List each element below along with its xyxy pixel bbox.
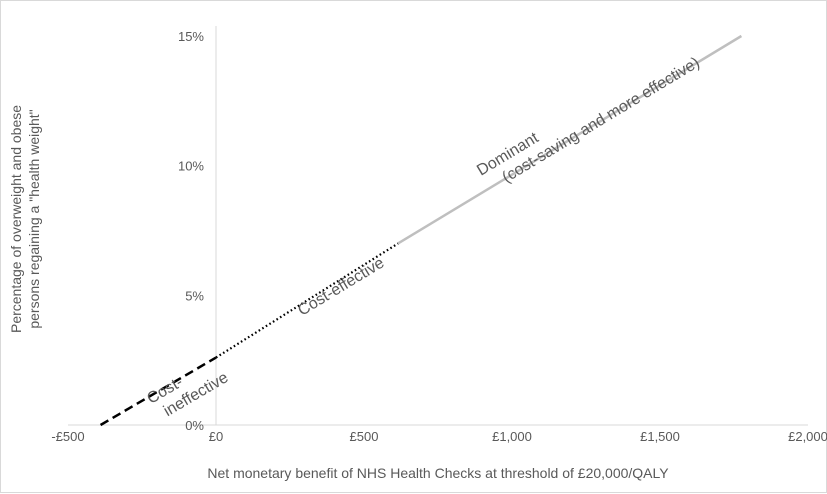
x-axis-title: Net monetary benefit of NHS Health Check… (207, 465, 669, 481)
y-tick-label: 0% (185, 418, 204, 433)
x-tick-label: £1,500 (640, 429, 680, 444)
annotation-label: Cost-effective (295, 254, 387, 319)
x-tick-label: £1,000 (492, 429, 532, 444)
annotation-label: Dominant(cost-saving and more effective) (474, 38, 703, 196)
y-tick-label: 10% (178, 159, 204, 174)
series-line-dashed (99, 356, 217, 427)
annotation-line: (cost-saving and more effective) (499, 54, 702, 186)
y-axis-title-line: Percentage of overweight and obese (8, 105, 24, 333)
series-line-solid (397, 34, 743, 245)
y-tick-label: 15% (178, 29, 204, 44)
annotation-line: Cost-effective (295, 254, 387, 319)
y-tick-label: 5% (185, 288, 204, 303)
y-axis-title: Percentage of overweight and obese person… (8, 105, 42, 333)
x-tick-label: £2,000 (788, 429, 827, 444)
x-tick-label: -£500 (51, 429, 84, 444)
x-tick-label: £0 (209, 429, 223, 444)
annotation-label: Cost-ineffective (144, 353, 231, 424)
x-tick-label: £500 (350, 429, 379, 444)
y-axis-title-line: persons regaining a "health weight" (26, 109, 42, 328)
